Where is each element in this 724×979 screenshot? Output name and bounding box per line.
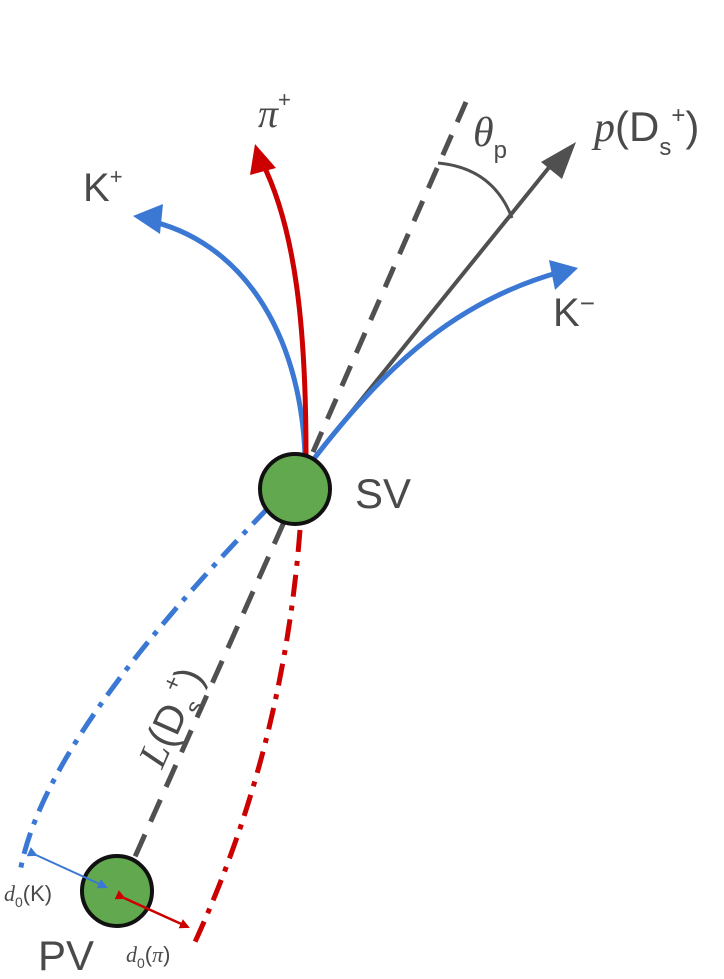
kaon-minus-label: K−	[553, 288, 595, 335]
pion-plus-label: π+	[258, 87, 291, 136]
kaon-minus-arrowhead	[549, 260, 578, 290]
flight-direction-line	[310, 100, 469, 454]
pion-plus-track	[259, 160, 309, 456]
pion-backward-extrapolation	[192, 529, 303, 944]
kaon-minus-track	[311, 269, 561, 462]
pion-plus-arrowhead	[250, 144, 276, 175]
kaon-plus-track	[145, 217, 308, 456]
momentum-label: p(Ds+)	[591, 102, 699, 161]
kaon-backward-extrapolation	[17, 506, 270, 873]
primary-vertex-label: PV	[38, 932, 94, 979]
primary-vertex	[80, 854, 154, 928]
decay-length-label: L(Ds+)	[126, 659, 221, 778]
impact-pion-line	[114, 890, 190, 929]
secondary-vertex	[258, 452, 332, 526]
angle-arc	[437, 161, 514, 219]
impact-kaon-line	[26, 847, 108, 889]
decay-length-line	[127, 520, 287, 870]
kaon-plus-label: K+	[83, 164, 123, 210]
angle-label: θp	[473, 110, 507, 164]
kaon-plus-arrowhead	[133, 204, 163, 234]
momentum-arrowhead	[541, 142, 576, 179]
impact-pion-label: d0(π)	[126, 942, 170, 971]
secondary-vertex-label: SV	[355, 470, 411, 517]
impact-kaon-label: d0(K)	[4, 881, 52, 910]
